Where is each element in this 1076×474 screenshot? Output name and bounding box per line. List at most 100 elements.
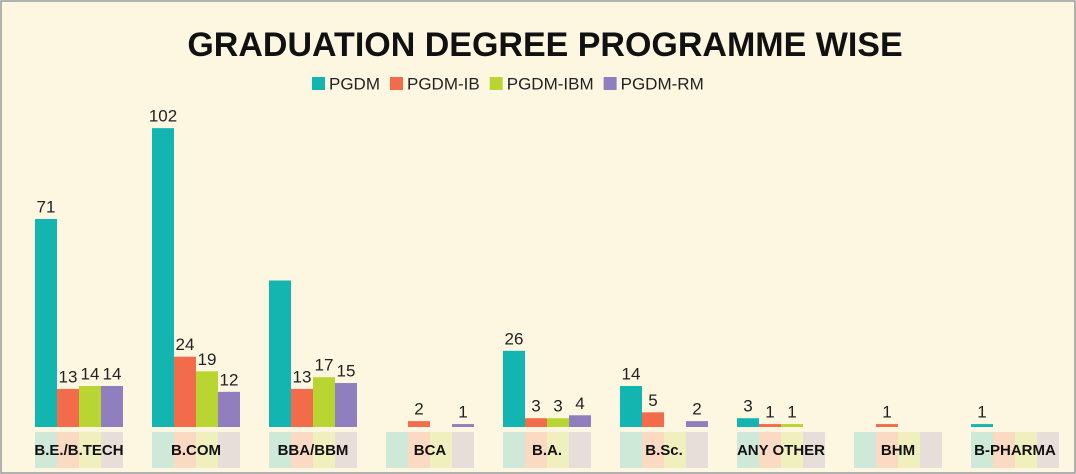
category-stripe <box>408 432 430 468</box>
category-stripe <box>503 432 525 468</box>
bar <box>57 388 79 427</box>
category-stripe <box>452 432 474 468</box>
data-label: 1 <box>765 403 774 422</box>
category-stripe <box>386 432 408 468</box>
category-stripe <box>803 432 825 468</box>
legend-label: PGDM-IBM <box>507 74 594 93</box>
data-label: 13 <box>59 367 78 386</box>
bar <box>971 424 993 427</box>
bar <box>547 418 569 427</box>
category-stripe <box>1037 432 1059 468</box>
category-stripe <box>759 432 781 468</box>
bar <box>620 385 642 427</box>
category-stripe <box>291 432 313 468</box>
category-stripe <box>313 432 335 468</box>
data-label: 14 <box>103 364 122 383</box>
category-stripe <box>781 432 803 468</box>
category-stripe <box>525 432 547 468</box>
category-stripe <box>993 432 1015 468</box>
category-stripe <box>335 432 357 468</box>
legend-swatch <box>312 77 325 90</box>
legend-swatch <box>390 77 403 90</box>
category-stripe <box>876 432 898 468</box>
bar <box>781 424 803 427</box>
category-stripe <box>737 432 759 468</box>
x-tick-label: ANY OTHER <box>737 442 825 459</box>
data-label: 102 <box>149 107 177 126</box>
bar <box>759 424 781 427</box>
bar <box>101 385 123 427</box>
category-stripe <box>57 432 79 468</box>
category-stripe <box>430 432 452 468</box>
category-stripe <box>152 432 174 468</box>
data-label: 14 <box>622 364 641 383</box>
x-tick-label: B.Sc. <box>645 442 683 459</box>
bar <box>335 383 357 427</box>
x-tick-label: BHM <box>881 442 915 459</box>
bar <box>35 218 57 427</box>
x-tick-label: B.A. <box>532 442 562 459</box>
data-label: 26 <box>505 329 524 348</box>
category-stripe <box>642 432 664 468</box>
data-label: 3 <box>531 397 540 416</box>
category-stripe <box>898 432 920 468</box>
bar <box>269 280 291 427</box>
category-stripe <box>620 432 642 468</box>
bar <box>218 391 240 427</box>
data-label: 1 <box>977 403 986 422</box>
category-stripe <box>196 432 218 468</box>
category-stripe <box>79 432 101 468</box>
data-label: 12 <box>220 370 239 389</box>
bar <box>79 385 101 427</box>
x-tick-label: BCA <box>414 442 447 459</box>
data-label: 3 <box>743 397 752 416</box>
x-tick-label: BBA/BBM <box>278 442 349 459</box>
x-tick-label: B.COM <box>171 442 221 459</box>
data-label: 1 <box>458 403 467 422</box>
legend-swatch <box>603 77 617 90</box>
category-stripe <box>35 432 57 468</box>
data-label: 15 <box>337 362 356 381</box>
bar <box>196 371 218 427</box>
bar <box>737 418 759 427</box>
bar <box>313 377 335 427</box>
category-stripe <box>174 432 196 468</box>
bar <box>452 424 474 427</box>
x-tick-label: B-PHARMA <box>974 442 1056 459</box>
legend-label: PGDM-IB <box>407 74 480 93</box>
bar <box>174 356 196 427</box>
category-stripe <box>686 432 708 468</box>
legend-label: PGDM-RM <box>621 74 704 93</box>
data-label: 5 <box>648 391 657 410</box>
bar <box>408 421 430 427</box>
bar <box>686 421 708 427</box>
category-stripe <box>854 432 876 468</box>
data-label: 3 <box>553 397 562 416</box>
bar <box>876 424 898 427</box>
data-label: 17 <box>315 356 334 375</box>
bar <box>569 415 591 427</box>
category-stripe <box>218 432 240 468</box>
chart-title: GRADUATION DEGREE PROGRAMME WISE <box>187 26 902 64</box>
category-stripe <box>664 432 686 468</box>
bar <box>291 388 313 427</box>
legend-label: PGDM <box>329 74 380 93</box>
data-label: 2 <box>414 400 423 419</box>
data-label: 24 <box>176 335 195 354</box>
category-stripe <box>547 432 569 468</box>
data-label: 1 <box>882 403 891 422</box>
category-stripe <box>569 432 591 468</box>
data-label: 2 <box>692 400 701 419</box>
bar <box>642 412 664 427</box>
category-stripe <box>920 432 942 468</box>
bar <box>152 128 174 427</box>
category-stripe <box>269 432 291 468</box>
category-stripe <box>971 432 993 468</box>
bar <box>503 350 525 427</box>
legend-swatch <box>489 77 503 90</box>
bar <box>525 418 547 427</box>
data-label: 14 <box>81 364 100 383</box>
x-tick-label: B.E./B.TECH <box>34 442 123 459</box>
